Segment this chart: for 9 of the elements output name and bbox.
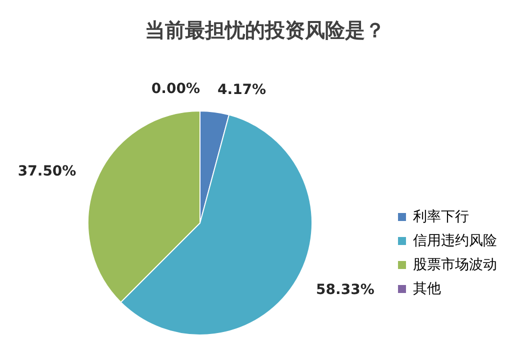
- text: 0.00%: [151, 81, 200, 97]
- legend-label: 股票市场波动: [413, 257, 497, 273]
- data-label: 58.33%: [316, 282, 374, 298]
- legend-label: 信用违约风险: [413, 233, 497, 249]
- legend-label: 其他: [413, 281, 441, 297]
- legend-label: 利率下行: [413, 209, 469, 225]
- data-label: 37.50%: [18, 164, 76, 180]
- data-label: 4.17%: [218, 82, 266, 98]
- chart-title: 当前最担忧的投资风险是？: [145, 18, 385, 42]
